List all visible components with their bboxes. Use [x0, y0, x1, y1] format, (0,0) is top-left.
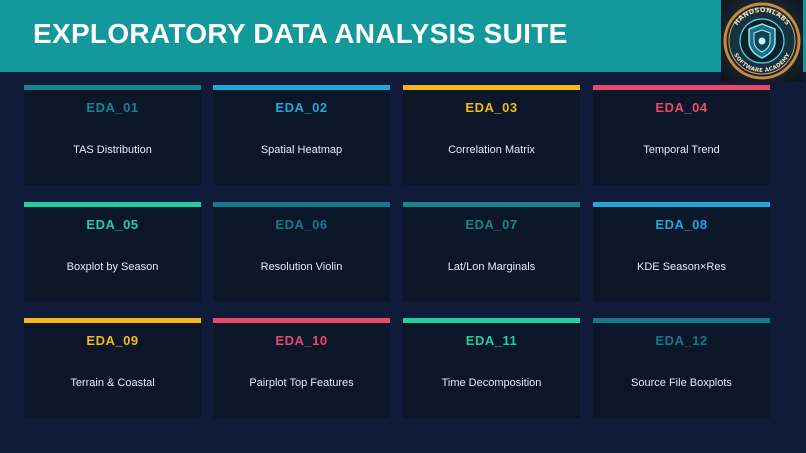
card-accent-bar [24, 85, 201, 90]
eda-card[interactable]: EDA_02 Spatial Heatmap [213, 85, 390, 185]
card-accent-bar [593, 318, 770, 323]
card-accent-bar [403, 85, 580, 90]
eda-card[interactable]: EDA_03 Correlation Matrix [403, 85, 580, 185]
card-code: EDA_04 [655, 100, 708, 115]
card-label: TAS Distribution [73, 144, 152, 156]
academy-logo: HANDSONLABS SOFTWARE ACADEMY [721, 0, 803, 82]
eda-card[interactable]: EDA_04 Temporal Trend [593, 85, 770, 185]
eda-card[interactable]: EDA_01 TAS Distribution [24, 85, 201, 185]
card-label: Spatial Heatmap [260, 144, 343, 156]
card-accent-bar [593, 202, 770, 207]
card-label: Lat/Lon Marginals [447, 261, 536, 273]
card-accent-bar [403, 202, 580, 207]
card-code: EDA_10 [275, 333, 328, 348]
card-accent-bar [213, 318, 390, 323]
card-label: Correlation Matrix [448, 144, 535, 156]
card-label: Time Decomposition [441, 377, 542, 389]
shield-logo-icon: HANDSONLABS SOFTWARE ACADEMY [723, 2, 801, 80]
card-code: EDA_09 [86, 333, 139, 348]
card-label: Resolution Violin [260, 261, 343, 273]
card-label: Temporal Trend [643, 144, 720, 156]
card-label: Terrain & Coastal [70, 377, 155, 389]
eda-card[interactable]: EDA_09 Terrain & Coastal [24, 318, 201, 418]
card-label: KDE Season×Res [637, 261, 726, 273]
card-accent-bar [213, 85, 390, 90]
card-accent-bar [24, 202, 201, 207]
card-code: EDA_06 [275, 217, 328, 232]
card-label: Boxplot by Season [66, 261, 159, 273]
eda-card[interactable]: EDA_06 Resolution Violin [213, 202, 390, 302]
card-label: Source File Boxplots [631, 377, 732, 389]
card-accent-bar [403, 318, 580, 323]
card-code: EDA_12 [655, 333, 708, 348]
card-accent-bar [24, 318, 201, 323]
eda-card[interactable]: EDA_05 Boxplot by Season [24, 202, 201, 302]
title-banner: EXPLORATORY DATA ANALYSIS SUITE [0, 0, 806, 72]
card-accent-bar [593, 85, 770, 90]
card-code: EDA_01 [86, 100, 139, 115]
eda-card[interactable]: EDA_11 Time Decomposition [403, 318, 580, 418]
card-code: EDA_07 [465, 217, 518, 232]
eda-card[interactable]: EDA_12 Source File Boxplots [593, 318, 770, 418]
card-code: EDA_05 [86, 217, 139, 232]
card-label: Pairplot Top Features [249, 377, 354, 389]
card-code: EDA_11 [465, 333, 518, 348]
page-title: EXPLORATORY DATA ANALYSIS SUITE [33, 18, 568, 49]
card-code: EDA_02 [275, 100, 328, 115]
card-code: EDA_03 [465, 100, 518, 115]
eda-card[interactable]: EDA_07 Lat/Lon Marginals [403, 202, 580, 302]
card-accent-bar [213, 202, 390, 207]
card-code: EDA_08 [655, 217, 708, 232]
eda-card[interactable]: EDA_08 KDE Season×Res [593, 202, 770, 302]
eda-card[interactable]: EDA_10 Pairplot Top Features [213, 318, 390, 418]
